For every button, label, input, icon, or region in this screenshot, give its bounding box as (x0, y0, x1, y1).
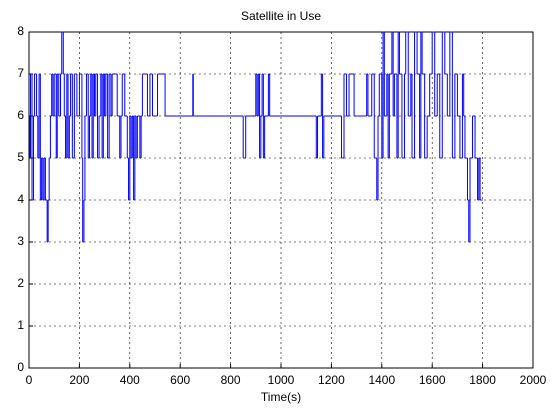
x-tick-label: 600 (170, 373, 190, 387)
y-tick-label: 4 (17, 192, 24, 206)
plot-frame (28, 31, 534, 369)
x-tick-label: 1800 (469, 373, 496, 387)
x-tick-label: 2000 (520, 373, 547, 387)
x-tick-label: 1600 (419, 373, 446, 387)
y-tick-label: 1 (17, 318, 24, 332)
x-axis-label: Time(s) (261, 390, 301, 404)
x-tick-label: 1200 (318, 373, 345, 387)
chart-title: Satellite in Use (241, 9, 321, 23)
y-tick-label: 3 (17, 234, 24, 248)
y-tick-label: 8 (17, 24, 24, 38)
x-tick-label: 0 (26, 373, 33, 387)
x-tick-label: 200 (69, 373, 89, 387)
y-tick-label: 0 (17, 360, 24, 374)
y-tick-label: 6 (17, 108, 24, 122)
x-tick-label: 1000 (268, 373, 295, 387)
x-tick-label: 800 (221, 373, 241, 387)
x-tick-label: 400 (120, 373, 140, 387)
x-tick-label: 1400 (368, 373, 395, 387)
y-tick-label: 7 (17, 66, 24, 80)
y-tick-label: 2 (17, 276, 24, 290)
y-tick-label: 5 (17, 150, 24, 164)
